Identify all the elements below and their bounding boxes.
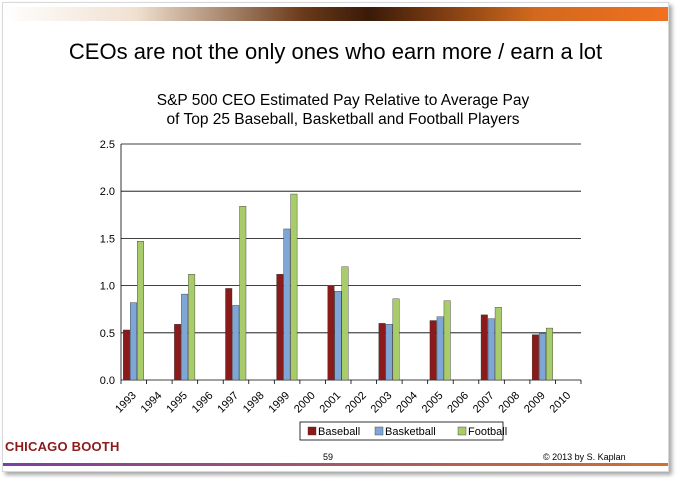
bar-baseball-1995: [174, 324, 182, 381]
y-tick-label: 2.5: [100, 139, 115, 151]
x-tick-label: 1998: [241, 390, 267, 416]
y-tick-label: 1.0: [100, 281, 115, 293]
legend-swatch-football: [457, 426, 467, 436]
x-tick-label: 2005: [420, 390, 446, 416]
x-tick-label: 1993: [113, 390, 139, 416]
bar-football-2003: [392, 298, 400, 381]
bar-basketball-1997: [232, 305, 240, 381]
bar-football-1997: [239, 206, 247, 381]
bar-baseball-2009: [531, 334, 539, 381]
x-tick-label: 2003: [369, 390, 395, 416]
legend-label-baseball: Baseball: [318, 426, 360, 438]
bar-basketball-2007: [487, 318, 495, 381]
footer-gradient-line: [3, 463, 668, 466]
page-number: 59: [323, 452, 334, 462]
x-tick-label: 1994: [139, 390, 165, 416]
legend-swatch-basketball: [374, 426, 384, 436]
x-tick-label: 2009: [522, 390, 548, 416]
slide-title: CEOs are not the only ones who earn more…: [68, 39, 603, 64]
bar-football-2009: [545, 327, 553, 381]
bar-football-1993: [137, 241, 144, 381]
bar-basketball-2003: [385, 324, 393, 381]
bar-basketball-1995: [181, 293, 189, 381]
bar-baseball-1999: [276, 274, 284, 381]
bar-football-2007: [494, 307, 502, 381]
x-tick-label: 2004: [394, 390, 420, 416]
bar-baseball-2001: [327, 285, 335, 381]
chart-title: S&P 500 CEO Estimated Pay Relative to Av…: [103, 91, 583, 129]
x-tick-label: 2001: [318, 390, 344, 416]
x-tick-label: 2010: [548, 390, 574, 416]
bar-football-1999: [290, 193, 298, 381]
y-tick-label: 0.5: [100, 328, 115, 340]
y-tick-label: 2.0: [100, 186, 115, 198]
y-tick-label: 0.0: [100, 375, 115, 387]
bar-baseball-2005: [429, 320, 437, 381]
header-gradient-bar: [3, 7, 668, 21]
slide: CEOs are not the only ones who earn more…: [2, 2, 669, 472]
bar-football-2001: [341, 266, 349, 381]
x-tick-label: 2002: [343, 390, 369, 416]
legend-box: [299, 421, 504, 441]
legend-swatch-baseball: [307, 426, 317, 436]
chart-title-line-1: S&P 500 CEO Estimated Pay Relative to Av…: [156, 92, 530, 109]
chicago-booth-logo: CHICAGO BOOTH: [5, 439, 120, 454]
bar-baseball-1997: [225, 288, 233, 381]
x-tick-label: 1996: [190, 390, 216, 416]
bar-baseball-2003: [378, 323, 386, 381]
bar-baseball-1993: [123, 329, 130, 381]
x-tick-label: 2008: [496, 390, 522, 416]
bar-basketball-1993: [130, 302, 137, 381]
legend-label-football: Football: [468, 426, 507, 438]
x-tick-label: 1997: [215, 390, 241, 416]
x-tick-label: 1995: [164, 390, 190, 416]
bar-basketball-2009: [538, 333, 546, 381]
bar-basketball-1999: [283, 228, 291, 381]
y-tick-label: 1.5: [100, 233, 115, 245]
x-tick-label: 2000: [292, 390, 318, 416]
bar-football-1995: [188, 274, 196, 381]
bar-baseball-2007: [480, 314, 488, 381]
x-tick-label: 2007: [471, 390, 497, 416]
bar-basketball-2005: [436, 316, 444, 381]
x-tick-label: 2006: [445, 390, 471, 416]
legend-label-basketball: Basketball: [385, 426, 436, 438]
x-tick-label: 1999: [266, 390, 292, 416]
copyright-text: © 2013 by S. Kaplan: [543, 452, 626, 462]
bar-basketball-2001: [334, 291, 342, 381]
chart-title-line-2: of Top 25 Baseball, Basketball and Footb…: [166, 111, 520, 128]
bar-football-2005: [443, 300, 451, 381]
